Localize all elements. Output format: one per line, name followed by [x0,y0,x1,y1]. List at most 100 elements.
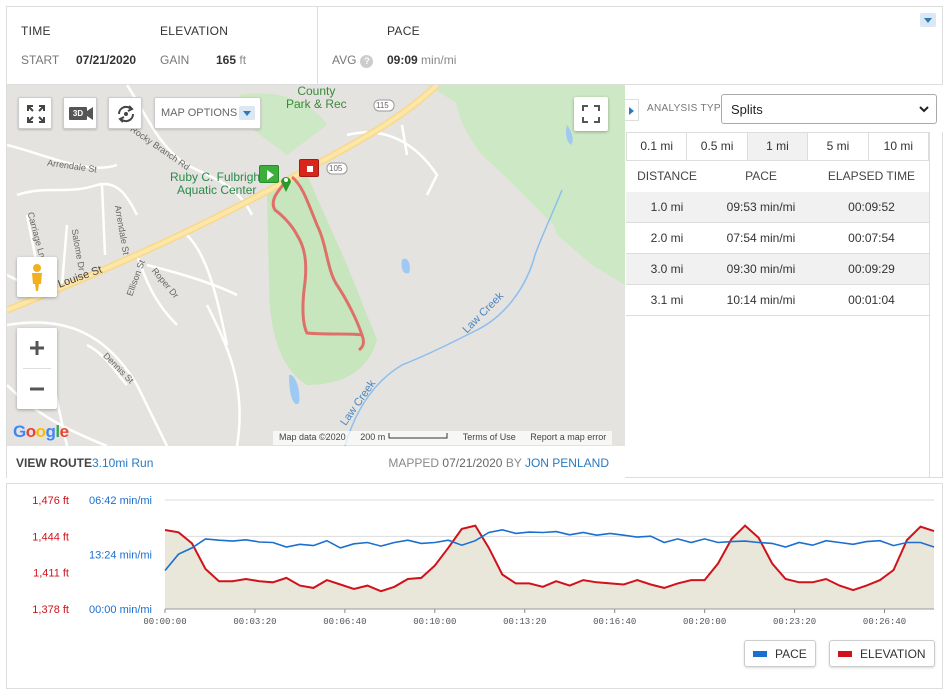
gain-value: 165 ft [216,53,246,67]
fullscreen-button[interactable] [18,97,52,129]
mapped-date: 07/21/2020 [442,456,503,470]
map-section: County Park & Rec 115 105 Ruby C. Fulbri… [6,85,625,478]
aquatic-center-label: Ruby C. Fulbright Aquatic Center [170,170,264,197]
rotate-button[interactable] [108,97,142,129]
chevron-down-icon [243,111,251,116]
end-marker[interactable] [299,159,319,177]
interval-0-1-mi[interactable]: 0.1 mi [627,133,688,160]
expand-icon [27,105,45,123]
scale-text: 200 m [360,432,448,442]
mapped-label: MAPPED [388,456,440,470]
stop-icon [307,166,313,172]
interval-5-mi[interactable]: 5 mi [808,133,869,160]
zoom-separator [23,368,51,369]
row-pace: 09:30 min/mi [726,262,796,276]
chart-svg[interactable]: 1,476 ft 1,444 ft 1,411 ft 1,378 ft 06:42 mi… [7,484,942,634]
zoom-in-button[interactable] [17,328,57,368]
x-tick-label: 00:20:00 [683,617,726,627]
fullscreen-icon [582,105,600,123]
row-pace: 09:53 min/mi [726,200,796,214]
map-options-dropdown[interactable]: MAP OPTIONS [154,97,261,129]
forest-area [455,85,625,285]
pace-legend-swatch [753,650,767,657]
row-elapsed: 00:09:29 [848,262,895,276]
report-map-error-link[interactable]: Report a map error [530,432,607,442]
elevation-tick-label: 1,476 ft [32,495,69,507]
map-fullscreen-button[interactable] [574,97,608,131]
table-row: 3.1 mi 10:14 min/mi 00:01:04 [626,285,929,316]
terms-link[interactable]: Terms of Use [462,432,516,442]
elevation-legend-toggle[interactable]: ELEVATION [829,640,935,667]
gain-unit: ft [239,53,247,67]
scale-bar [388,433,448,439]
location-pin-icon [281,177,291,192]
avg-pace-unit: min/mi [421,53,457,67]
interval-1-mi[interactable]: 1 mi [747,133,809,160]
map-options-toggle [239,106,255,120]
street-view-button[interactable] [17,257,57,297]
route-105-label: 105 [329,164,343,173]
panel-separator [929,132,930,478]
help-icon[interactable]: ? [360,55,374,68]
rotate-icon [117,105,135,123]
start-marker[interactable] [259,165,279,183]
streets [7,85,439,446]
row-distance: 3.1 mi [650,293,684,307]
map-attribution: Map data ©2020 200 m Terms of Use Report… [273,431,613,445]
route-105-shield [326,162,348,175]
col-pace: PACE [745,169,777,183]
pace-tick-label: 06:42 min/mi [89,495,152,507]
analysis-type-label: ANALYSIS TYPE: [647,103,731,114]
route-name-link[interactable]: 3.10mi Run [92,456,154,470]
stats-header: TIME ELEVATION PACE START 07/21/2020 GAI… [6,6,943,85]
interval-0-5-mi[interactable]: 0.5 mi [687,133,748,160]
pace-legend-toggle[interactable]: PACE [744,640,816,667]
highway-inner [7,85,439,312]
x-tick-label: 00:10:00 [413,617,456,627]
row-distance: 3.0 mi [650,262,684,276]
elevation-legend-label: ELEVATION [860,647,926,661]
analysis-panel: ANALYSIS TYPE: Splits 0.1 mi 0.5 mi 1 mi… [625,85,943,478]
map-tiles [7,85,625,446]
play-icon [267,170,274,180]
start-label: START [21,53,60,67]
avg-label-text: AVG [332,53,357,67]
map-canvas[interactable]: County Park & Rec 115 105 Ruby C. Fulbri… [7,85,625,446]
pond-2 [289,374,300,405]
avg-pace-value: 09:09 min/mi [387,53,456,67]
analysis-type-select[interactable]: Splits [721,94,937,124]
chevron-down-icon [924,18,932,23]
chevron-down-icon [919,106,929,113]
collapse-button[interactable] [920,13,936,27]
elevation-legend-swatch [838,650,852,657]
park-area-north [239,93,327,155]
panel-toggle[interactable] [625,99,639,121]
table-header: DISTANCE PACE ELAPSED TIME [626,161,929,192]
zoom-control [17,328,57,409]
route-115-shield [373,99,395,112]
minus-icon [30,387,44,391]
x-tick-label: 00:26:40 [863,617,906,627]
route-path[interactable] [271,175,365,352]
3d-button[interactable]: 3D [63,97,97,129]
start-value: 07/21/2020 [76,53,137,67]
law-creek [344,189,563,446]
map-options-label: MAP OPTIONS [161,107,238,119]
zoom-out-button[interactable] [17,369,57,409]
analysis-header: ANALYSIS TYPE: Splits [625,85,943,132]
pond-3 [566,125,573,145]
pond-1 [401,258,410,274]
pace-tick-label: 00:00 min/mi [89,604,152,616]
pegman-icon [32,264,42,291]
col-elapsed: ELAPSED TIME [827,169,916,183]
interval-10-mi[interactable]: 10 mi [883,139,913,153]
table-row: 2.0 mi 07:54 min/mi 00:07:54 [626,223,929,254]
gain-label: GAIN [160,53,190,67]
route-115-label: 115 [376,101,389,110]
row-elapsed: 00:07:54 [848,231,895,245]
gain-number: 165 [216,53,237,67]
author-link[interactable]: JON PENLAND [524,456,609,470]
elevation-tick-label: 1,378 ft [32,604,69,616]
stats-divider [317,7,318,85]
row-pace: 10:14 min/mi [726,293,796,307]
